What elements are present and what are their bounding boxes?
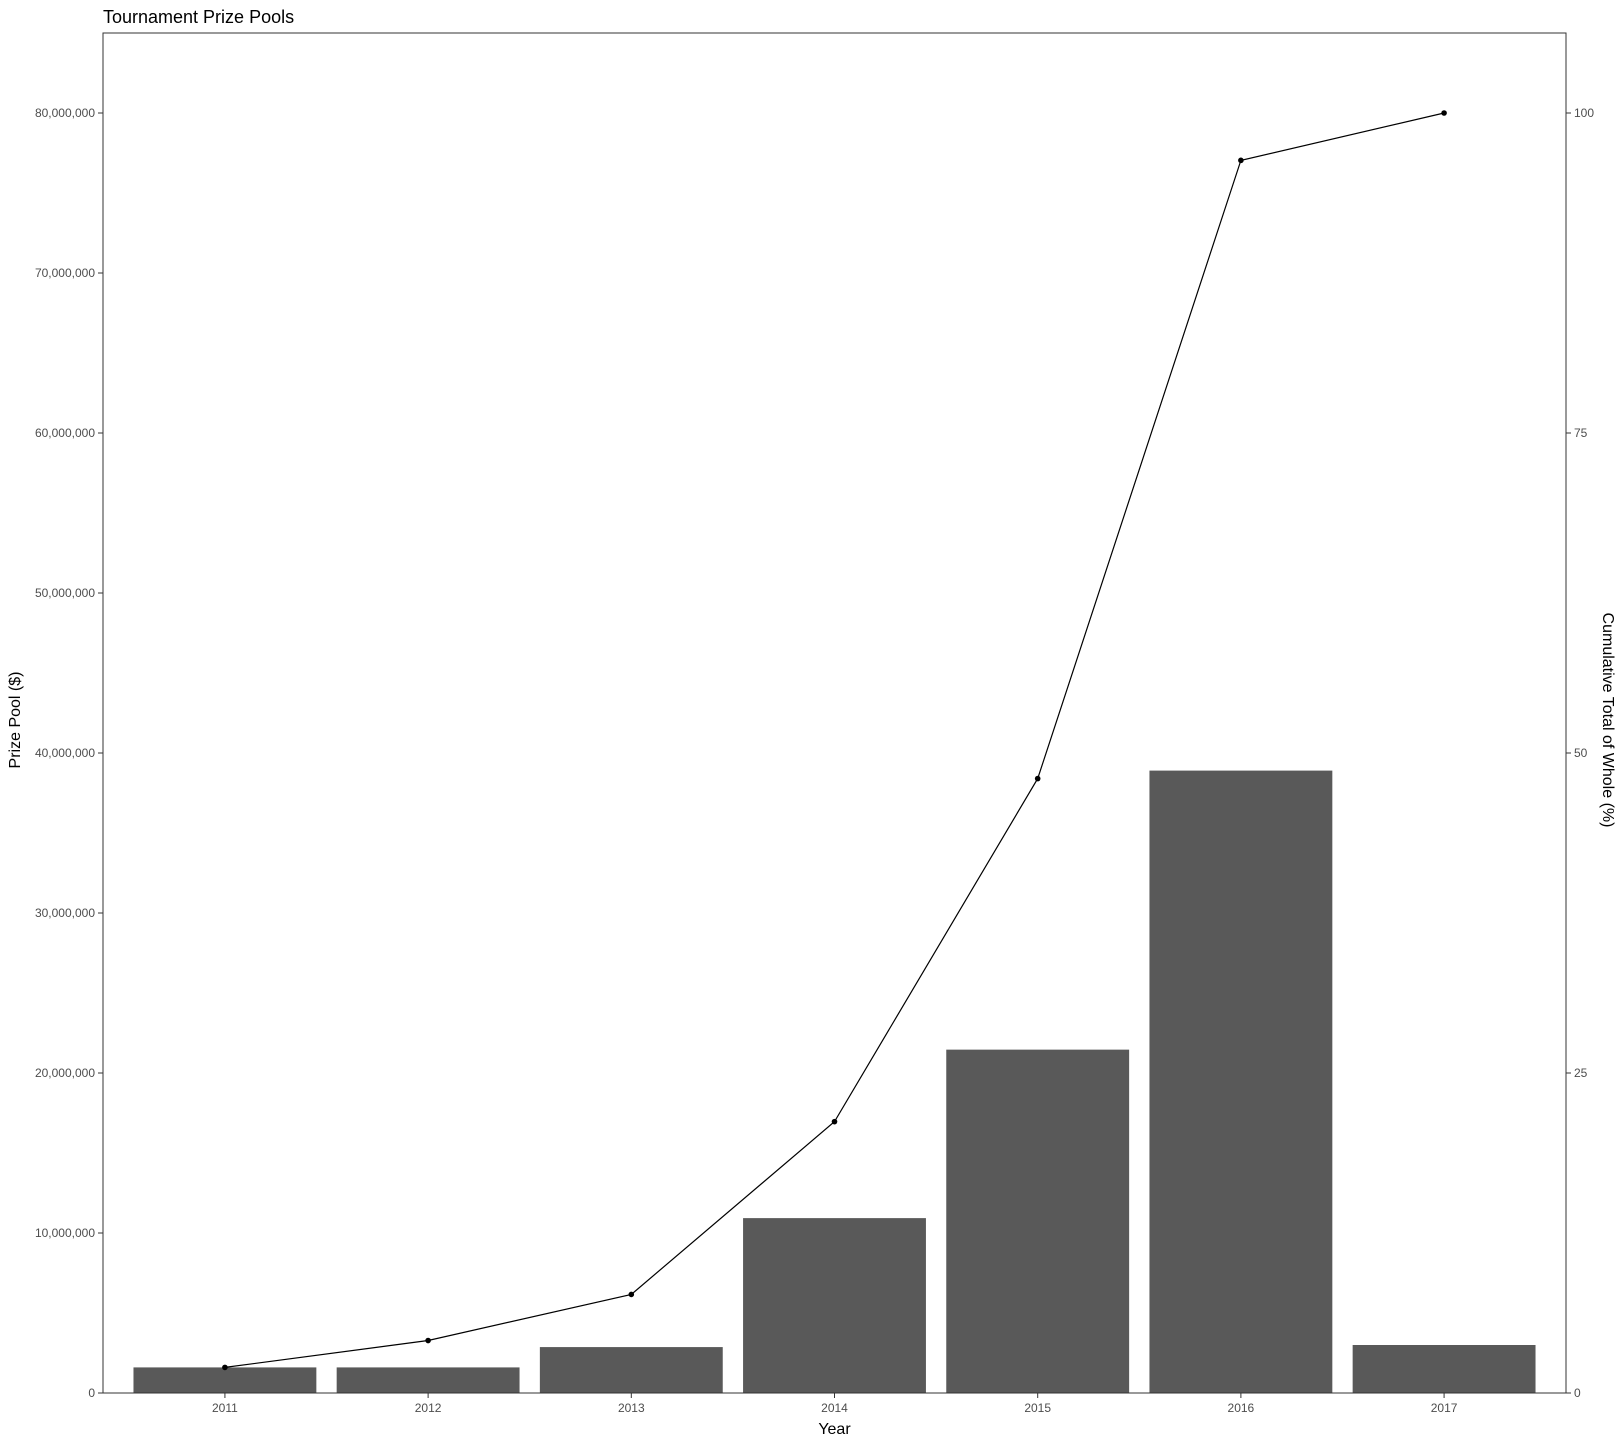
y-tick-label: 70,000,000 — [35, 266, 95, 280]
y2-tick-label: 0 — [1574, 1386, 1581, 1400]
x-tick-label: 2012 — [415, 1401, 442, 1415]
y2-axis-title: Cumulative Total of Whole (%) — [1599, 613, 1616, 828]
x-axis-title: Year — [818, 1421, 851, 1438]
y-tick-label: 20,000,000 — [35, 1066, 95, 1080]
x-tick-label: 2017 — [1431, 1401, 1458, 1415]
line-point-2017 — [1441, 110, 1447, 116]
bar-2013 — [539, 1347, 723, 1393]
y2-tick-label: 25 — [1574, 1066, 1588, 1080]
x-tick-label: 2016 — [1228, 1401, 1255, 1415]
y2-tick-label: 100 — [1574, 106, 1594, 120]
y2-tick-label: 50 — [1574, 746, 1588, 760]
line-point-2015 — [1034, 775, 1041, 782]
line-point-2011 — [222, 1364, 228, 1371]
line-point-2012 — [425, 1337, 431, 1344]
panel-border — [102, 32, 1567, 1394]
y-axis-title: Prize Pool ($) — [7, 672, 24, 769]
y-tick-label: 30,000,000 — [35, 906, 95, 920]
bar-2014 — [743, 1218, 926, 1393]
x-tick-label: 2015 — [1024, 1401, 1051, 1415]
line-point-2013 — [628, 1291, 635, 1298]
y-tick-label: 0 — [88, 1386, 95, 1400]
x-tick-label: 2014 — [821, 1401, 848, 1415]
bar-2017 — [1352, 1345, 1536, 1393]
y-tick-label: 10,000,000 — [35, 1226, 95, 1240]
line-point-2016 — [1238, 157, 1244, 164]
x-tick-label: 2013 — [618, 1401, 645, 1415]
bar-2012 — [336, 1367, 520, 1393]
chart-title: Tournament Prize Pools — [103, 7, 294, 27]
plot-area: 0 10,000,000 20,000,000 30,000,000 40,000,00… — [35, 32, 1594, 1415]
y2-tick-label: 75 — [1574, 426, 1588, 440]
y-tick-label: 40,000,000 — [35, 746, 95, 760]
y-tick-label: 50,000,000 — [35, 586, 95, 600]
line-point-2014 — [831, 1118, 838, 1125]
y-tick-label: 60,000,000 — [35, 426, 95, 440]
x-tick-label: 2011 — [212, 1401, 238, 1415]
y-tick-label: 80,000,000 — [35, 106, 95, 120]
bar-2015 — [946, 1049, 1130, 1393]
bar-2011 — [133, 1367, 317, 1393]
bar-2016 — [1149, 770, 1333, 1393]
